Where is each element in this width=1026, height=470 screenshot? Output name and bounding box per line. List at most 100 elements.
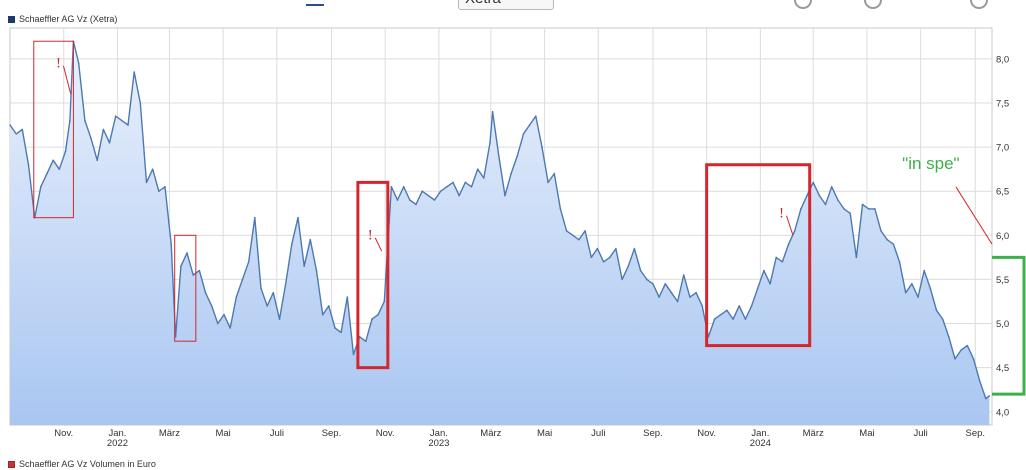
price-point bbox=[948, 335, 950, 338]
price-point bbox=[849, 212, 852, 215]
annotation-box bbox=[356, 180, 390, 370]
annotation-leader bbox=[62, 65, 72, 95]
price-point bbox=[929, 287, 932, 290]
x-tick-label: Sep. bbox=[643, 428, 663, 439]
price-point bbox=[972, 358, 975, 360]
y-tick-label: 8,0 bbox=[996, 54, 1009, 65]
price-point bbox=[843, 208, 845, 210]
price-point bbox=[346, 296, 349, 298]
price-point bbox=[396, 199, 399, 201]
x-tick-label: Jan. bbox=[108, 428, 126, 439]
price-point bbox=[69, 119, 71, 122]
x-tick-label: März bbox=[803, 428, 824, 439]
top-toolbar: Xetra bbox=[0, 0, 1026, 12]
price-point bbox=[192, 274, 194, 276]
price-point bbox=[559, 208, 562, 210]
price-point bbox=[210, 305, 213, 307]
price-point bbox=[64, 150, 67, 153]
price-point bbox=[553, 172, 556, 175]
price-point bbox=[534, 115, 537, 118]
price-point bbox=[522, 133, 525, 135]
price-point bbox=[565, 230, 568, 232]
price-point bbox=[260, 287, 262, 290]
y-tick-label: 6,5 bbox=[996, 187, 1009, 198]
price-point bbox=[489, 141, 491, 144]
price-point bbox=[621, 278, 623, 281]
price-point bbox=[935, 309, 938, 312]
price-point bbox=[46, 172, 48, 175]
x-tick-label: Sep. bbox=[322, 428, 342, 439]
price-point bbox=[676, 300, 679, 303]
exchange-select[interactable]: Xetra bbox=[458, 0, 554, 10]
price-legend-swatch bbox=[8, 16, 15, 23]
price-point bbox=[121, 119, 123, 122]
price-point bbox=[615, 247, 617, 250]
price-point bbox=[247, 260, 250, 263]
price-point bbox=[272, 291, 275, 294]
y-tick-label: 7,0 bbox=[996, 143, 1009, 154]
price-point bbox=[439, 190, 442, 193]
price-point bbox=[923, 269, 925, 272]
price-point bbox=[458, 194, 460, 197]
price-point bbox=[340, 331, 342, 334]
price-point bbox=[371, 318, 373, 320]
price-point bbox=[861, 203, 864, 206]
annotation-exclamation: ! bbox=[779, 206, 784, 222]
price-point bbox=[602, 260, 605, 263]
price-point bbox=[701, 305, 704, 307]
price-point bbox=[483, 177, 485, 179]
price-point bbox=[235, 296, 238, 298]
annotation-exclamation: ! bbox=[368, 228, 373, 244]
price-point bbox=[415, 203, 417, 206]
price-point bbox=[452, 181, 454, 184]
price-point bbox=[886, 238, 888, 241]
price-point bbox=[824, 203, 827, 206]
price-point bbox=[590, 256, 593, 259]
price-point bbox=[114, 115, 117, 118]
price-point bbox=[139, 102, 142, 104]
price-point bbox=[21, 128, 24, 131]
price-point bbox=[978, 380, 981, 382]
price-point bbox=[719, 313, 722, 316]
volume-legend-label: Schaeffler AG Vz Volumen in Euro bbox=[19, 459, 156, 469]
price-point bbox=[639, 269, 642, 272]
price-point bbox=[793, 230, 796, 232]
price-point bbox=[217, 322, 219, 325]
price-point bbox=[988, 395, 991, 397]
price-point bbox=[633, 247, 636, 250]
price-point bbox=[806, 194, 808, 197]
price-point bbox=[769, 283, 771, 285]
price-point bbox=[390, 186, 393, 188]
price-point bbox=[504, 194, 506, 197]
annotation-leader bbox=[374, 237, 383, 252]
x-tick-year-label: 2023 bbox=[428, 438, 449, 449]
price-point bbox=[800, 208, 802, 210]
annotation-exclamation: ! bbox=[56, 56, 61, 72]
price-point bbox=[186, 252, 188, 254]
price-point bbox=[658, 296, 660, 298]
price-point bbox=[985, 397, 987, 400]
y-tick-label: 6,0 bbox=[996, 231, 1009, 242]
price-point bbox=[818, 194, 821, 197]
annotation-box bbox=[174, 234, 197, 342]
price-point bbox=[127, 124, 129, 126]
price-point bbox=[321, 313, 324, 316]
x-tick-label: Jan. bbox=[751, 428, 769, 439]
price-point bbox=[837, 199, 839, 201]
price-point bbox=[402, 186, 405, 188]
projection-leader bbox=[955, 186, 993, 245]
price-point bbox=[40, 186, 42, 188]
price-point bbox=[352, 353, 355, 356]
price-point bbox=[145, 181, 148, 184]
x-tick-label: Nov. bbox=[376, 428, 395, 439]
price-point bbox=[874, 208, 876, 210]
price-area bbox=[10, 41, 990, 425]
active-tab-indicator bbox=[306, 0, 324, 6]
price-point bbox=[867, 208, 870, 210]
price-point bbox=[941, 318, 944, 320]
price-point bbox=[284, 283, 287, 285]
price-point bbox=[830, 186, 833, 188]
price-point bbox=[254, 216, 256, 219]
price-point bbox=[954, 358, 956, 360]
